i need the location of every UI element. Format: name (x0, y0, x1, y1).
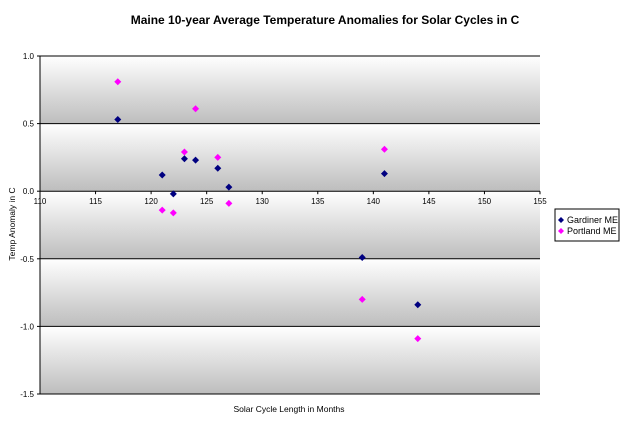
gardiner-me-point (180, 155, 188, 163)
x-axis-label: Solar Cycle Length in Months (233, 404, 344, 414)
plot-background (40, 56, 540, 394)
x-tick-label: 135 (311, 197, 325, 206)
x-tick-label: 115 (89, 197, 102, 206)
portland-me-point (169, 209, 177, 217)
gardiner-me-point (192, 156, 200, 164)
portland-me-point (192, 105, 200, 113)
x-axis-ticks: 110 115 120 125 130 135 140 145 150 155 (34, 191, 547, 206)
gardiner-me-point (158, 171, 166, 179)
gardiner-me-point (169, 190, 177, 198)
x-tick-label: 110 (34, 197, 47, 206)
legend-label-gardiner-me: Gardiner ME (567, 215, 618, 225)
grid-lines (40, 55, 540, 395)
plot-band (40, 191, 540, 259)
x-tick-label: 125 (200, 197, 214, 206)
data-markers (114, 78, 422, 343)
x-tick-label: 120 (144, 197, 158, 206)
gardiner-me-point (380, 170, 388, 178)
x-tick-label: 155 (533, 197, 547, 206)
legend-box (554, 208, 620, 242)
y-tick-label: -1.5 (20, 390, 34, 399)
plot-band (40, 258, 540, 327)
legend-marker-portland-me (558, 228, 564, 234)
x-tick-label: 150 (478, 197, 492, 206)
plot-band (40, 56, 540, 124)
y-tick-label: -0.5 (20, 255, 34, 264)
plot-band (40, 123, 540, 192)
y-tick-label: -1.0 (20, 322, 34, 331)
portland-me-point (414, 335, 422, 343)
portland-me-point (158, 206, 166, 214)
gardiner-me-point (358, 253, 366, 261)
y-tick-label: 0.5 (23, 120, 35, 129)
gardiner-me-point (414, 301, 422, 309)
portland-me-point (225, 199, 233, 207)
legend-label-portland-me: Portland ME (567, 226, 617, 236)
gardiner-me-point (214, 164, 222, 172)
y-tick-label: 1.0 (23, 52, 35, 61)
chart-title: Maine 10-year Average Temperature Anomal… (131, 13, 520, 27)
portland-me-point (114, 78, 122, 86)
y-tick-label: 0.0 (23, 187, 35, 196)
y-axis-label: Temp Anomaly in C (7, 187, 17, 260)
y-axis-ticks: 1.0 0.5 0.0 -0.5 -1.0 -1.5 (20, 52, 40, 399)
portland-me-point (380, 145, 388, 153)
gardiner-me-point (225, 183, 233, 191)
x-tick-label: 140 (367, 197, 381, 206)
portland-me-point (358, 295, 366, 303)
plot-band (40, 326, 540, 394)
x-tick-label: 130 (256, 197, 270, 206)
gardiner-me-point (114, 116, 122, 124)
portland-me-point (214, 153, 222, 161)
axes (39, 56, 540, 394)
portland-me-point (180, 148, 188, 156)
legend-marker-gardiner-me (558, 217, 564, 223)
x-tick-label: 145 (422, 197, 436, 206)
